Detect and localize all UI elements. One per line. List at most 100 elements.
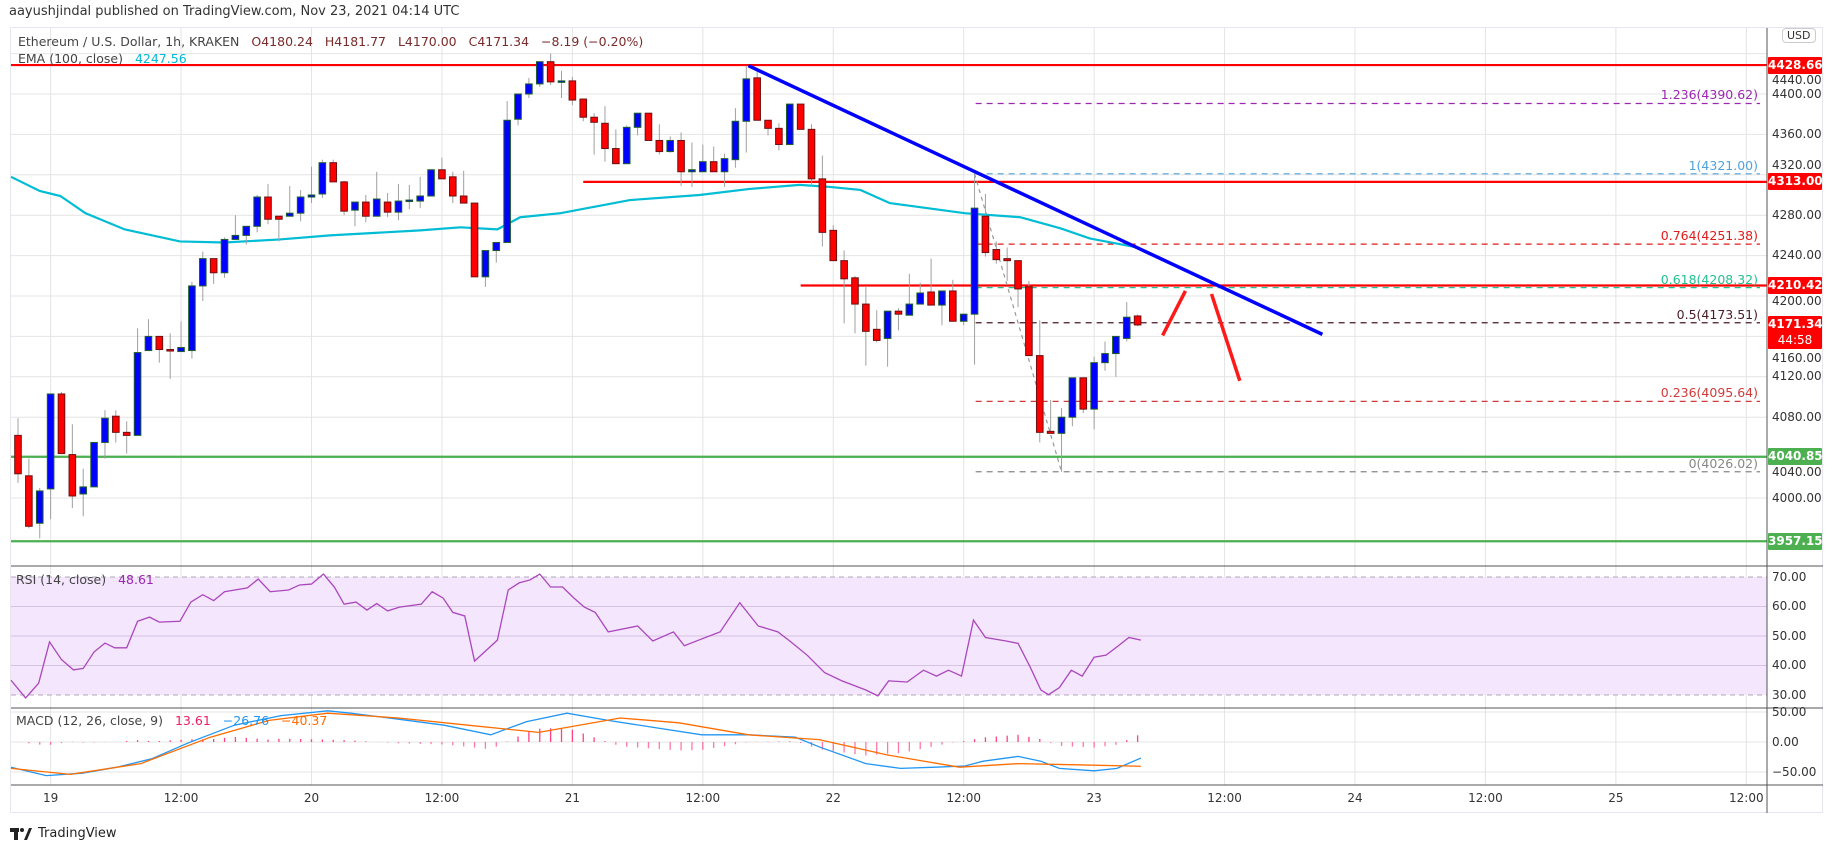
bullish-candle[interactable]	[90, 441, 98, 488]
bullish-candle[interactable]	[525, 83, 533, 95]
bearish-candle[interactable]	[329, 162, 338, 183]
bearish-candle[interactable]	[155, 335, 164, 351]
bullish-candle[interactable]	[481, 250, 490, 278]
bearish-candle[interactable]	[840, 260, 848, 280]
bullish-candle[interactable]	[666, 139, 675, 153]
bullish-candle[interactable]	[79, 486, 88, 495]
bearish-candle[interactable]	[677, 139, 685, 173]
bullish-candle[interactable]	[916, 292, 925, 305]
bearish-candle[interactable]	[1025, 286, 1033, 357]
bearish-candle[interactable]	[764, 119, 772, 129]
bullish-candle[interactable]	[622, 126, 631, 165]
bullish-candle[interactable]	[938, 290, 946, 306]
bearish-candle[interactable]	[927, 291, 935, 306]
bullish-candle[interactable]	[394, 200, 403, 213]
bearish-candle[interactable]	[470, 202, 479, 278]
bearish-candle[interactable]	[807, 128, 816, 180]
bearish-candle[interactable]	[1133, 315, 1142, 326]
rsi-legend[interactable]: RSI (14, close) 48.61	[16, 572, 162, 587]
bearish-candle[interactable]	[68, 454, 77, 497]
bearish-candle[interactable]	[340, 181, 348, 212]
macd-legend[interactable]: MACD (12, 26, close, 9) 13.61 −26.76 −40…	[16, 713, 335, 728]
bearish-candle[interactable]	[209, 258, 218, 274]
bearish-candle[interactable]	[14, 434, 22, 475]
bullish-candle[interactable]	[514, 93, 522, 120]
projection-arrow[interactable]	[1209, 293, 1242, 382]
bearish-candle[interactable]	[57, 393, 66, 455]
bullish-candle[interactable]	[1112, 335, 1120, 355]
bullish-candle[interactable]	[405, 199, 414, 203]
bullish-candle[interactable]	[503, 119, 511, 243]
trendline[interactable]	[747, 64, 1324, 336]
bearish-candle[interactable]	[1014, 260, 1022, 290]
bearish-candle[interactable]	[449, 176, 457, 197]
bullish-candle[interactable]	[351, 201, 359, 211]
bearish-candle[interactable]	[644, 112, 653, 141]
bullish-candle[interactable]	[699, 161, 707, 173]
bullish-candle[interactable]	[285, 212, 294, 217]
bullish-candle[interactable]	[416, 195, 424, 202]
bullish-candle[interactable]	[296, 196, 305, 214]
bearish-candle[interactable]	[383, 201, 392, 213]
bullish-candle[interactable]	[905, 303, 914, 316]
bearish-candle[interactable]	[438, 169, 446, 180]
bearish-candle[interactable]	[275, 215, 283, 220]
bullish-candle[interactable]	[785, 103, 794, 145]
bearish-candle[interactable]	[264, 196, 272, 220]
bearish-candle[interactable]	[894, 310, 903, 315]
bearish-candle[interactable]	[25, 475, 33, 527]
bullish-candle[interactable]	[970, 207, 979, 315]
bearish-candle[interactable]	[829, 229, 838, 262]
bearish-candle[interactable]	[1046, 430, 1055, 434]
bullish-candle[interactable]	[177, 347, 185, 353]
bearish-candle[interactable]	[568, 80, 577, 101]
ema-legend[interactable]: EMA (100, close) 4247.56	[18, 51, 195, 66]
bearish-candle[interactable]	[601, 122, 609, 150]
bearish-candle[interactable]	[579, 98, 588, 118]
bearish-candle[interactable]	[122, 431, 131, 436]
bullish-candle[interactable]	[633, 112, 642, 128]
bullish-candle[interactable]	[427, 169, 435, 197]
bearish-candle[interactable]	[872, 328, 881, 341]
bearish-candle[interactable]	[112, 415, 120, 433]
bullish-candle[interactable]	[1122, 316, 1131, 339]
bullish-candle[interactable]	[688, 169, 696, 173]
bearish-candle[interactable]	[992, 249, 1001, 261]
bullish-candle[interactable]	[557, 80, 566, 83]
bullish-candle[interactable]	[144, 335, 153, 352]
currency-button[interactable]: USD	[1782, 28, 1816, 43]
bullish-candle[interactable]	[318, 162, 327, 195]
bullish-candle[interactable]	[1101, 353, 1109, 364]
bullish-candle[interactable]	[1057, 416, 1066, 434]
bearish-candle[interactable]	[612, 148, 620, 165]
bearish-candle[interactable]	[459, 195, 468, 204]
bullish-candle[interactable]	[1068, 377, 1077, 418]
bullish-candle[interactable]	[731, 120, 740, 161]
bearish-candle[interactable]	[851, 277, 859, 305]
bullish-candle[interactable]	[253, 196, 261, 227]
bearish-candle[interactable]	[949, 290, 957, 322]
bullish-candle[interactable]	[535, 61, 544, 85]
bullish-candle[interactable]	[35, 490, 44, 524]
bullish-candle[interactable]	[959, 313, 968, 322]
bullish-candle[interactable]	[492, 241, 501, 252]
bullish-candle[interactable]	[46, 393, 55, 490]
bullish-candle[interactable]	[242, 225, 251, 236]
bullish-candle[interactable]	[220, 238, 229, 274]
bullish-candle[interactable]	[720, 158, 729, 173]
bearish-candle[interactable]	[709, 161, 718, 173]
bearish-candle[interactable]	[981, 215, 990, 254]
bullish-candle[interactable]	[188, 285, 196, 352]
bullish-candle[interactable]	[742, 78, 751, 122]
bearish-candle[interactable]	[775, 127, 783, 145]
bearish-candle[interactable]	[590, 116, 598, 123]
bullish-candle[interactable]	[372, 198, 381, 217]
bearish-candle[interactable]	[862, 303, 870, 332]
bearish-candle[interactable]	[1079, 377, 1088, 410]
bearish-candle[interactable]	[796, 103, 805, 130]
bearish-candle[interactable]	[1035, 355, 1044, 433]
bearish-candle[interactable]	[818, 178, 827, 233]
bearish-candle[interactable]	[362, 201, 370, 217]
bearish-candle[interactable]	[753, 77, 761, 121]
